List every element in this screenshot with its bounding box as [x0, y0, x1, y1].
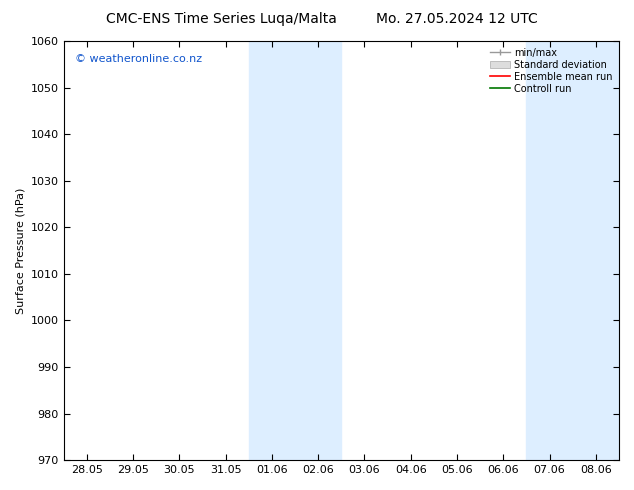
Y-axis label: Surface Pressure (hPa): Surface Pressure (hPa): [15, 187, 25, 314]
Text: © weatheronline.co.nz: © weatheronline.co.nz: [75, 53, 202, 64]
Legend: min/max, Standard deviation, Ensemble mean run, Controll run: min/max, Standard deviation, Ensemble me…: [488, 46, 614, 96]
Bar: [249, 41, 341, 460]
Text: Mo. 27.05.2024 12 UTC: Mo. 27.05.2024 12 UTC: [375, 12, 538, 26]
Text: CMC-ENS Time Series Luqa/Malta: CMC-ENS Time Series Luqa/Malta: [107, 12, 337, 26]
Bar: [526, 41, 619, 460]
